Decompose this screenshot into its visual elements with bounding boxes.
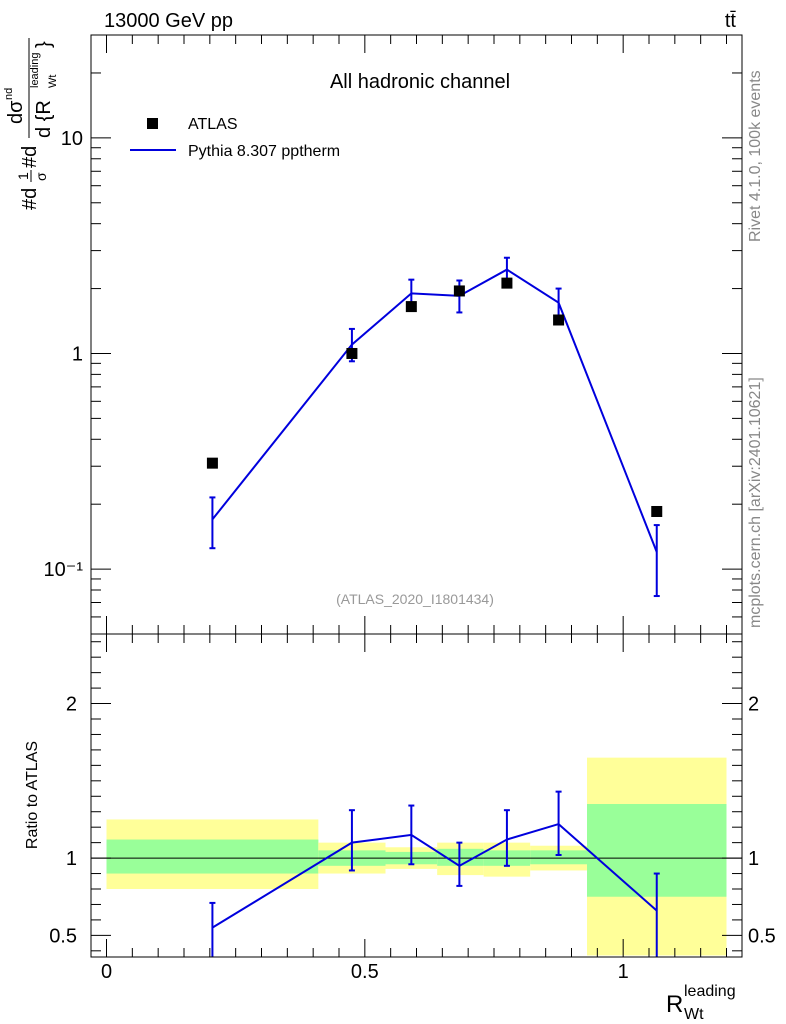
xlabel-main: R (666, 991, 683, 1018)
ylabel-frac1-den: σ (33, 172, 49, 181)
main-panel: 10⁻¹ 1 10 All hadronic channel (ATLAS_2020… (44, 34, 743, 635)
y-tick-label: 1 (72, 343, 83, 365)
ylabel-frac2-num: dσ (5, 100, 27, 124)
data-point (206, 457, 218, 469)
ylabel-frac2-den: d {R (33, 100, 55, 138)
data-point (346, 347, 358, 359)
ratio-ticks: 0 0.5 1 0.5 0.5 1 1 2 2 (49, 634, 776, 983)
energy-label: 13000 GeV pp (104, 10, 233, 32)
xlabel-sup: leading (684, 983, 736, 1000)
ratio-y-tick-label-right: 1 (748, 848, 759, 870)
data-point (501, 277, 513, 289)
x-tick-label: 0 (101, 961, 112, 983)
y-tick-label: 10⁻¹ (44, 559, 84, 581)
ylabel-prefix: #d (19, 188, 41, 210)
ratio-band-inner (106, 839, 319, 874)
legend: ATLAS Pythia 8.307 pptherm (130, 116, 340, 160)
legend-label-mc: Pythia 8.307 pptherm (188, 143, 340, 160)
x-tick-label: 0.5 (351, 961, 379, 983)
data-point (553, 314, 565, 326)
ratio-panel: 0 0.5 1 0.5 0.5 1 1 2 2 (49, 633, 776, 983)
ratio-y-tick-label-right: 0.5 (748, 925, 776, 947)
xlabel-sub: Wt (684, 1006, 704, 1023)
rivet-version-text: Rivet 4.1.0, 100k events (747, 70, 764, 242)
data-point (651, 505, 663, 517)
ratio-y-tick-label-right: 2 (748, 694, 759, 716)
data-series (206, 277, 663, 517)
chart-title: All hadronic channel (330, 71, 510, 93)
y-axis-label: #d 1 σ #d dσ nd d {R leading Wt } (3, 38, 59, 210)
ylabel-frac2-num-sup: nd (3, 88, 15, 100)
ylabel-frac2-den-sub: Wt (47, 75, 59, 88)
legend-marker-atlas (147, 118, 158, 129)
ylabel-frac2-den-close: } (33, 41, 55, 48)
ratio-y-tick-label: 1 (66, 848, 77, 870)
data-point (453, 285, 465, 297)
ylabel-frac2-den-sup: leading (29, 53, 41, 88)
ratio-y-axis-label: Ratio to ATLAS (24, 741, 41, 849)
ratio-band-inner (530, 850, 587, 865)
process-label: tt̄ (725, 10, 737, 32)
analysis-tag: (ATLAS_2020_I1801434) (336, 591, 494, 607)
ylabel-mid: #d (19, 146, 41, 168)
ratio-mc-series (209, 790, 660, 957)
source-text: mcplots.cern.ch [arXiv:2401.10621] (747, 377, 764, 628)
mc-series (209, 256, 660, 598)
y-tick-label: 10 (61, 128, 83, 150)
x-axis-label: R leading Wt (666, 983, 736, 1023)
main-ticks: 10⁻¹ 1 10 (44, 34, 742, 635)
x-tick-label: 1 (618, 961, 629, 983)
ratio-band-inner (437, 848, 484, 866)
ratio-y-tick-label: 0.5 (49, 925, 77, 947)
ratio-bands (106, 757, 727, 956)
legend-label-atlas: ATLAS (188, 116, 238, 133)
ratio-y-tick-label: 2 (66, 694, 77, 716)
mc-line (211, 268, 658, 553)
data-point (405, 301, 417, 313)
ylabel-frac1-num: 1 (15, 172, 31, 180)
